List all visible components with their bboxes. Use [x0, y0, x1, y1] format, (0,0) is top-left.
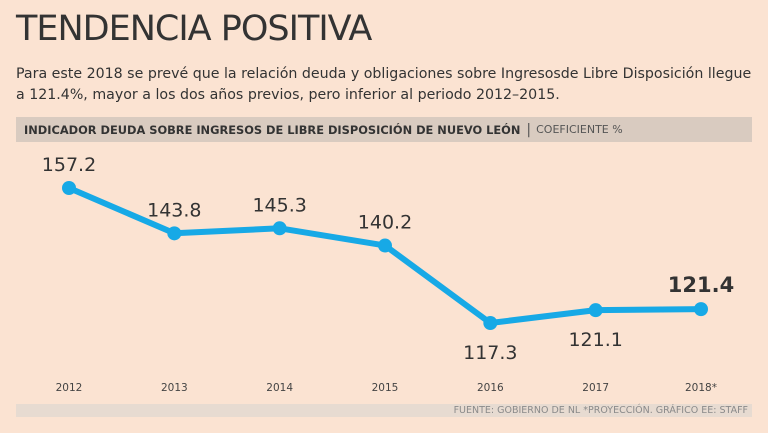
source-footer: FUENTE: GOBIERNO DE NL *PROYECCIÓN. GRÁF…	[16, 404, 752, 417]
data-point	[272, 221, 287, 236]
data-point	[378, 238, 392, 253]
page-subtitle: Para este 2018 se prevé que la relación …	[16, 66, 752, 103]
x-tick-label: 2017	[582, 382, 609, 394]
data-label: 140.2	[358, 212, 412, 234]
x-tick-label: 2016	[477, 382, 504, 394]
data-point	[588, 303, 603, 318]
x-tick-label: 2018*	[685, 382, 717, 394]
data-point	[694, 302, 708, 317]
data-label: 117.3	[463, 342, 517, 364]
data-label: 157.2	[42, 154, 96, 176]
data-point	[483, 316, 498, 330]
data-label: 143.8	[147, 199, 201, 221]
data-label: 145.3	[252, 194, 306, 216]
data-point	[167, 226, 182, 241]
x-tick-label: 2014	[266, 382, 293, 394]
page-title: TENDENCIA POSITIVA	[16, 9, 372, 49]
data-label: 121.1	[568, 329, 622, 351]
x-tick-label: 2015	[372, 382, 399, 394]
chart-header-bar: INDICADOR DEUDA SOBRE INGRESOS DE LIBRE …	[16, 117, 752, 142]
x-tick-label: 2013	[161, 382, 188, 394]
x-tick-label: 2012	[56, 382, 83, 394]
header-separator: |	[526, 121, 532, 138]
data-label: 121.4	[668, 273, 734, 297]
chart-unit-label: COEFICIENTE %	[536, 123, 623, 136]
source-text: FUENTE: GOBIERNO DE NL *PROYECCIÓN. GRÁF…	[453, 405, 748, 416]
chart-title: INDICADOR DEUDA SOBRE INGRESOS DE LIBRE …	[24, 122, 521, 137]
data-point	[62, 181, 76, 195]
